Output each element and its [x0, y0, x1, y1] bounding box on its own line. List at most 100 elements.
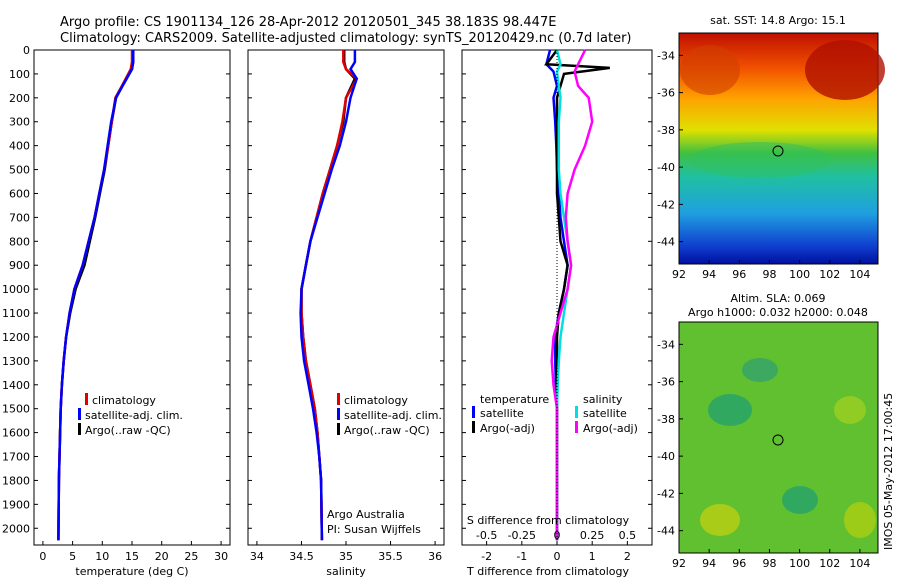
map-lon-label: 96 — [732, 557, 746, 570]
depth-tick-label: 1200 — [2, 331, 30, 344]
series-line — [555, 49, 573, 541]
sst-front-patch — [690, 142, 830, 178]
sla-map-axes: -34 -36 -38 -40 -42 -44 92 94 96 98 100 102 104 — [657, 338, 870, 570]
depth-tick-label: 1600 — [2, 427, 30, 440]
x-tick-label: 1 — [589, 550, 596, 563]
s-tick-label: 0.25 — [580, 529, 605, 542]
s-tick-label: -0.5 — [476, 529, 497, 542]
legend-label-satellite: satellite-adj. clim. — [85, 409, 183, 422]
legend-swatch-satellite — [337, 408, 340, 420]
depth-tick-label: 800 — [9, 235, 30, 248]
series-line — [57, 50, 134, 541]
depth-tick-label: 900 — [9, 259, 30, 272]
sst-warm-patch — [680, 45, 740, 95]
map-lat-label: -36 — [657, 87, 675, 100]
argo-location-marker — [772, 145, 784, 157]
series-line — [550, 49, 594, 541]
sst-warm-patch — [805, 40, 885, 100]
map-lat-label: -40 — [657, 161, 675, 174]
footer-stamp: IMOS 05-May-2012 17:00:45 — [882, 393, 895, 550]
temperature-plot: 0 5 10 15 20 25 30 — [39, 50, 228, 563]
legend-swatch-s-satellite — [575, 406, 578, 418]
legend-label-t-satellite: satellite — [480, 407, 524, 420]
depth-tick-label: 1900 — [2, 498, 30, 511]
x-tick-label: -2 — [481, 550, 492, 563]
depth-tick-label: 1100 — [2, 307, 30, 320]
map-lat-label: -38 — [657, 124, 675, 137]
x-tick-label: 20 — [155, 550, 169, 563]
legend-label-satellite: satellite-adj. clim. — [344, 409, 442, 422]
map-lon-label: 98 — [762, 557, 776, 570]
legend-swatch-climatology — [337, 393, 340, 405]
sla-map-title2: Argo h1000: 0.032 h2000: 0.048 — [688, 306, 868, 319]
s-difference-label: S difference from climatology — [467, 514, 630, 527]
credit-line1: Argo Australia — [327, 508, 405, 521]
series-line — [299, 50, 359, 541]
sst-map-title: sat. SST: 14.8 Argo: 15.1 — [710, 14, 846, 27]
legend-head-salinity: salinity — [583, 393, 623, 406]
x-tick-label: 25 — [184, 550, 198, 563]
depth-tick-label: 200 — [9, 92, 30, 105]
map-lon-label: 102 — [819, 268, 840, 281]
map-lon-label: 94 — [702, 268, 716, 281]
map-lon-label: 96 — [732, 268, 746, 281]
legend-swatch-argo — [337, 423, 340, 435]
salinity-legend: climatology satellite-adj. clim. Argo(..… — [327, 393, 442, 536]
difference-plot: -2 -1 0 1 2 -0.5 -0.25 0 0.25 0.5 — [476, 49, 637, 563]
legend-label-climatology: climatology — [92, 394, 156, 407]
depth-tick-label: 2000 — [2, 522, 30, 535]
salinity-xlabel: salinity — [326, 565, 366, 578]
legend-swatch-argo — [78, 423, 81, 435]
sla-high-patch — [844, 502, 876, 538]
legend-label-climatology: climatology — [344, 394, 408, 407]
x-tick-label: 30 — [214, 550, 228, 563]
map-lat-label: -34 — [657, 338, 675, 351]
sla-low-patch — [782, 486, 818, 514]
legend-label-argo: Argo(..raw -QC) — [85, 424, 171, 437]
legend-label-s-argo: Argo(-adj) — [583, 422, 638, 435]
map-lon-label: 104 — [849, 557, 870, 570]
depth-tick-label: 300 — [9, 116, 30, 129]
x-tick-label: 34 — [250, 550, 264, 563]
s-tick-label: -0.25 — [508, 529, 536, 542]
depth-tick-label: 1300 — [2, 355, 30, 368]
depth-tick-label: 1800 — [2, 474, 30, 487]
map-lat-label: -40 — [657, 450, 675, 463]
credit-line2: PI: Susan Wijffels — [327, 523, 421, 536]
temperature-xlabel: temperature (deg C) — [75, 565, 188, 578]
s-tick-label: 0 — [554, 529, 561, 542]
series-line — [57, 50, 135, 541]
x-tick-label: 0 — [39, 550, 46, 563]
legend-swatch-s-argo — [575, 421, 578, 433]
depth-tick-label: 500 — [9, 164, 30, 177]
sla-high-patch — [700, 504, 740, 536]
x-tick-label: 5 — [69, 550, 76, 563]
map-lon-label: 98 — [762, 268, 776, 281]
legend-swatch-satellite — [78, 408, 81, 420]
sla-low-patch — [708, 394, 752, 426]
map-lat-label: -38 — [657, 413, 675, 426]
figure-title-line1: Argo profile: CS 1901134_126 28-Apr-2012… — [60, 15, 556, 30]
depth-tick-label: 1000 — [2, 283, 30, 296]
series-line — [300, 50, 357, 541]
legend-label-argo: Argo(..raw -QC) — [344, 424, 430, 437]
sst-map-axes: -34 -36 -38 -40 -42 -44 92 94 96 98 100 102 104 — [657, 49, 870, 281]
legend-label-t-argo: Argo(-adj) — [480, 422, 535, 435]
x-tick-label: 35.5 — [378, 550, 403, 563]
depth-tick-label: 700 — [9, 211, 30, 224]
map-lon-label: 104 — [849, 268, 870, 281]
figure-title-line2: Climatology: CARS2009. Satellite-adjuste… — [60, 31, 632, 46]
difference-legend: temperature salinity satellite Argo(-adj… — [472, 393, 638, 435]
s-tick-label: 0.5 — [619, 529, 637, 542]
map-lat-label: -42 — [657, 198, 675, 211]
legend-label-s-satellite: satellite — [583, 407, 627, 420]
x-tick-label: -1 — [516, 550, 527, 563]
depth-tick-label: 600 — [9, 187, 30, 200]
depth-tick-label: 1400 — [2, 379, 30, 392]
x-tick-label: 15 — [125, 550, 139, 563]
map-lat-label: -44 — [657, 525, 675, 538]
map-lon-label: 102 — [819, 557, 840, 570]
map-lon-label: 92 — [672, 557, 686, 570]
sla-low-patch — [742, 358, 778, 382]
